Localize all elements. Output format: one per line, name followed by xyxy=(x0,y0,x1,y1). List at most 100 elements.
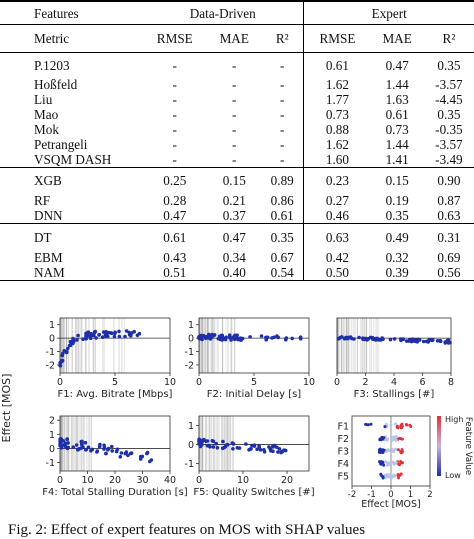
x-tick-label: 20 xyxy=(109,475,121,486)
value-cell: 0.73 xyxy=(325,107,349,122)
y-tick-label: 0 xyxy=(49,334,55,345)
data-point xyxy=(102,445,107,450)
data-point xyxy=(80,442,84,447)
data-point xyxy=(62,349,67,353)
metric-col-header: R² xyxy=(423,24,474,53)
beeswarm-point xyxy=(390,438,394,442)
value-cell: 0.89 xyxy=(260,167,305,193)
metric-header: Metric xyxy=(0,24,142,53)
x-tick-label: 1 xyxy=(408,490,413,500)
subplot-label: F5: Quality Switches [#] xyxy=(193,487,314,498)
value-cell: 0.34 xyxy=(222,250,246,265)
data-point xyxy=(270,336,274,340)
beeswarm-point xyxy=(393,447,397,451)
y-tick-label: 1 xyxy=(49,320,55,331)
value-cell: 0.46 xyxy=(325,208,349,223)
subplot-5 xyxy=(196,415,310,474)
data-point xyxy=(231,441,235,446)
data-point xyxy=(86,445,91,450)
axes-frame xyxy=(336,317,452,374)
data-point xyxy=(224,335,228,340)
x-tick-label: 0 xyxy=(196,377,202,388)
value-cell: 0.47 xyxy=(207,223,261,250)
value-cell: 0.73 xyxy=(385,122,409,137)
subplot-label: F4: Total Stalling Duration [s] xyxy=(42,487,188,498)
beeswarm-point xyxy=(391,448,395,452)
data-point xyxy=(138,454,143,459)
beeswarm-point xyxy=(398,436,402,440)
beeswarm-point xyxy=(397,476,400,480)
x-tick-label: 0 xyxy=(57,377,63,388)
value-cell: 0.63 xyxy=(437,208,461,223)
data-point xyxy=(340,335,344,339)
data-driven-header: Data-Driven xyxy=(142,0,305,25)
data-point xyxy=(435,339,440,343)
data-point xyxy=(375,336,380,341)
value-cell: 0.51 xyxy=(142,265,208,281)
data-point xyxy=(76,448,80,452)
data-point xyxy=(97,332,101,337)
subplot-3 xyxy=(336,317,452,376)
data-point xyxy=(95,450,99,454)
data-point xyxy=(197,438,201,442)
beeswarm-point xyxy=(390,475,394,479)
value-cell: 1.44 xyxy=(385,137,409,152)
value-cell: 0.35 xyxy=(423,52,474,77)
beeswarm-feature-label: F3 xyxy=(337,447,349,458)
value-cell: 0.42 xyxy=(325,250,349,265)
x-tick-label: 2 xyxy=(427,490,432,500)
value-cell: 0.54 xyxy=(260,265,305,281)
data-point xyxy=(60,443,64,448)
data-point xyxy=(75,338,79,342)
data-point xyxy=(124,450,129,454)
y-tick-label: 0 xyxy=(49,444,55,455)
beeswarm-feature-label: F1 xyxy=(337,422,349,433)
data-point xyxy=(248,335,252,339)
data-point xyxy=(225,443,229,447)
metric-col-header: MAE xyxy=(370,24,424,53)
value-cell: 0.32 xyxy=(385,250,409,265)
beeswarm-point xyxy=(383,476,387,480)
data-point xyxy=(290,336,295,341)
data-point xyxy=(126,453,130,458)
x-tick-label: 2 xyxy=(362,377,368,388)
data-point xyxy=(110,331,114,336)
beeswarm-point xyxy=(377,450,381,454)
data-point xyxy=(247,448,251,452)
data-point xyxy=(244,442,248,446)
x-tick-label: 10 xyxy=(81,475,93,486)
colorbar-high-label: High xyxy=(445,415,463,424)
beeswarm-feature-label: F5 xyxy=(337,472,349,483)
value-cell: - xyxy=(260,77,305,92)
data-point xyxy=(269,448,273,453)
data-point xyxy=(267,445,271,449)
data-point xyxy=(66,346,70,351)
value-cell: 0.35 xyxy=(437,107,461,122)
data-point xyxy=(259,334,264,338)
value-cell: - xyxy=(172,107,177,122)
beeswarm-point xyxy=(396,448,400,452)
value-cell: 1.77 xyxy=(325,92,349,107)
data-point xyxy=(264,335,268,340)
feature-cell: RF xyxy=(34,193,51,208)
value-cell: -4.45 xyxy=(435,92,463,107)
data-point xyxy=(76,333,80,338)
y-tick-label: 1 xyxy=(188,320,194,331)
beeswarm-point xyxy=(382,436,386,440)
value-cell: -3.49 xyxy=(435,152,463,167)
y-tick-label: -1 xyxy=(185,347,194,358)
data-point xyxy=(407,338,412,342)
data-point xyxy=(100,335,105,339)
data-point xyxy=(443,341,448,345)
data-point xyxy=(388,337,393,342)
data-point xyxy=(59,437,63,441)
data-point xyxy=(352,337,356,341)
data-point xyxy=(128,451,133,456)
data-point xyxy=(89,448,93,453)
beeswarm-point xyxy=(389,423,393,427)
data-point xyxy=(221,439,225,444)
value-cell: 0.31 xyxy=(423,223,474,250)
data-point xyxy=(117,334,122,339)
beeswarm-point xyxy=(386,474,390,478)
value-cell: 0.87 xyxy=(437,193,461,208)
